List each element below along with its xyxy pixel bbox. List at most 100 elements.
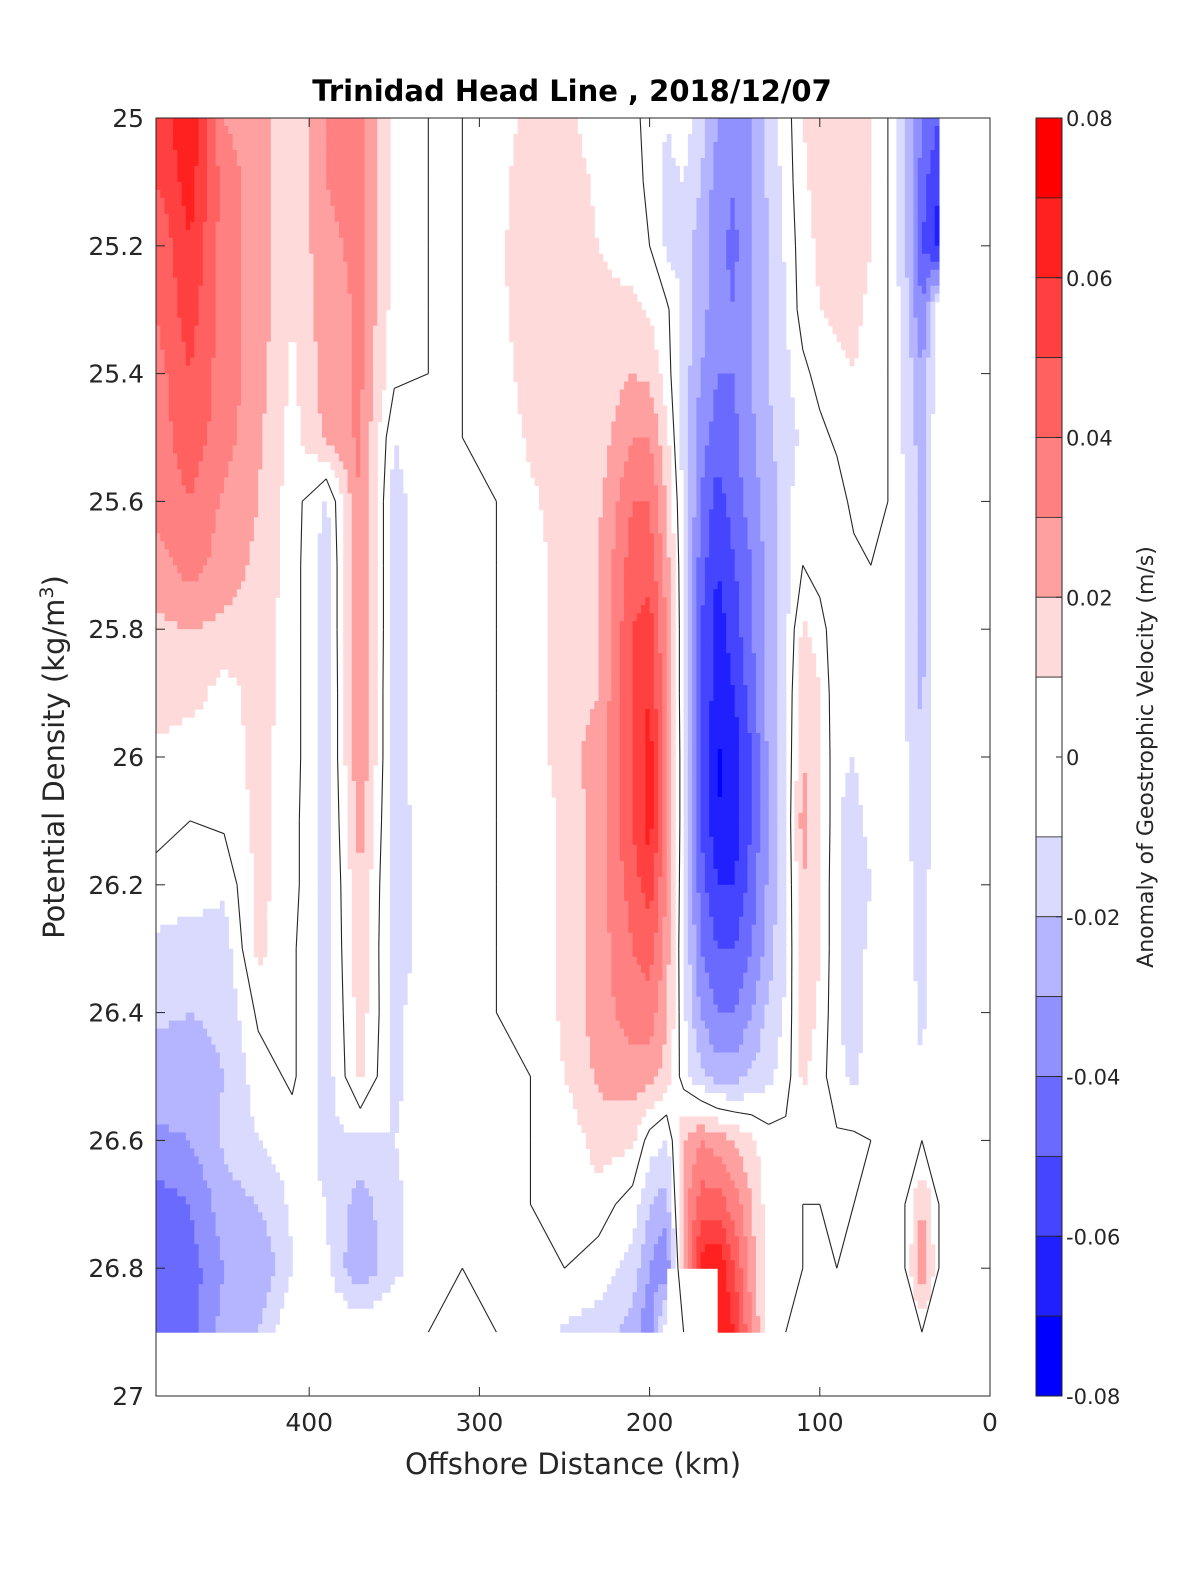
field-cell bbox=[913, 301, 919, 311]
field-cell bbox=[760, 221, 766, 231]
field-cell bbox=[692, 221, 697, 231]
field-cell bbox=[185, 277, 191, 287]
field-cell bbox=[292, 133, 298, 143]
field-cell bbox=[245, 173, 251, 183]
field-cell bbox=[224, 285, 229, 295]
field-cell bbox=[156, 421, 161, 431]
field-cell bbox=[304, 157, 310, 167]
field-cell bbox=[560, 141, 566, 151]
field-cell bbox=[819, 133, 825, 143]
field-cell bbox=[202, 165, 208, 175]
field-cell bbox=[760, 125, 766, 135]
field-cell bbox=[211, 333, 217, 343]
field-cell bbox=[926, 133, 932, 143]
field-cell bbox=[832, 325, 838, 335]
field-cell bbox=[853, 301, 859, 311]
field-cell bbox=[296, 365, 302, 375]
field-cell bbox=[841, 189, 846, 199]
field-cell bbox=[845, 277, 851, 287]
field-cell bbox=[509, 245, 515, 255]
field-cell bbox=[266, 429, 272, 439]
field-cell bbox=[730, 365, 736, 375]
field-cell bbox=[521, 285, 527, 295]
field-cell bbox=[772, 373, 778, 383]
field-cell bbox=[615, 285, 621, 295]
field-cell bbox=[313, 205, 319, 215]
field-cell bbox=[713, 389, 719, 399]
field-cell bbox=[913, 317, 919, 327]
field-cell bbox=[607, 405, 612, 415]
field-cell bbox=[190, 317, 195, 327]
field-cell bbox=[300, 421, 306, 431]
field-cell bbox=[194, 437, 200, 447]
field-cell bbox=[156, 125, 161, 135]
field-cell bbox=[555, 245, 561, 255]
field-cell bbox=[700, 253, 706, 263]
field-cell bbox=[292, 285, 298, 295]
field-cell bbox=[198, 221, 204, 231]
field-cell bbox=[368, 261, 374, 271]
field-cell bbox=[819, 269, 825, 279]
field-cell bbox=[249, 173, 255, 183]
field-cell bbox=[564, 397, 570, 407]
field-cell bbox=[547, 285, 553, 295]
field-cell bbox=[551, 293, 557, 303]
field-cell bbox=[521, 213, 527, 223]
field-cell bbox=[538, 293, 544, 303]
field-cell bbox=[292, 141, 298, 151]
field-cell bbox=[819, 293, 825, 303]
field-cell bbox=[858, 157, 863, 167]
field-cell bbox=[181, 397, 187, 407]
field-cell bbox=[219, 237, 225, 247]
field-cell bbox=[730, 301, 736, 311]
field-cell bbox=[785, 405, 791, 415]
field-cell bbox=[173, 301, 178, 311]
field-cell bbox=[360, 333, 366, 343]
field-cell bbox=[334, 381, 340, 391]
field-cell bbox=[351, 301, 357, 311]
field-cell bbox=[160, 301, 166, 311]
field-cell bbox=[304, 181, 310, 191]
field-cell bbox=[679, 341, 685, 351]
field-cell bbox=[619, 293, 625, 303]
field-cell bbox=[156, 437, 161, 447]
field-cell bbox=[721, 341, 727, 351]
field-cell bbox=[832, 181, 838, 191]
field-cell bbox=[687, 269, 693, 279]
field-cell bbox=[326, 221, 332, 231]
field-cell bbox=[173, 125, 178, 135]
field-cell bbox=[194, 381, 200, 391]
field-cell bbox=[777, 373, 783, 383]
field-cell bbox=[551, 253, 557, 263]
field-cell bbox=[777, 429, 783, 439]
field-cell bbox=[700, 197, 706, 207]
field-cell bbox=[624, 301, 629, 311]
field-cell bbox=[619, 317, 625, 327]
field-cell bbox=[385, 261, 391, 271]
field-cell bbox=[760, 245, 766, 255]
field-cell bbox=[207, 365, 212, 375]
field-cell bbox=[517, 277, 523, 287]
field-cell bbox=[164, 301, 170, 311]
field-cell bbox=[215, 173, 221, 183]
field-cell bbox=[811, 229, 817, 239]
field-cell bbox=[258, 173, 263, 183]
field-cell bbox=[751, 205, 757, 215]
field-cell bbox=[611, 293, 617, 303]
field-cell bbox=[649, 389, 655, 399]
field-cell bbox=[245, 421, 251, 431]
field-cell bbox=[326, 205, 332, 215]
field-cell bbox=[283, 301, 289, 311]
field-cell bbox=[845, 285, 851, 295]
field-cell bbox=[368, 285, 374, 295]
field-cell bbox=[330, 389, 336, 399]
field-cell bbox=[232, 237, 238, 247]
field-cell bbox=[704, 349, 710, 359]
field-cell bbox=[326, 341, 332, 351]
field-cell bbox=[232, 181, 238, 191]
field-cell bbox=[730, 325, 736, 335]
field-cell bbox=[300, 269, 306, 279]
field-cell bbox=[300, 333, 306, 343]
field-cell bbox=[547, 133, 553, 143]
field-cell bbox=[849, 141, 855, 151]
